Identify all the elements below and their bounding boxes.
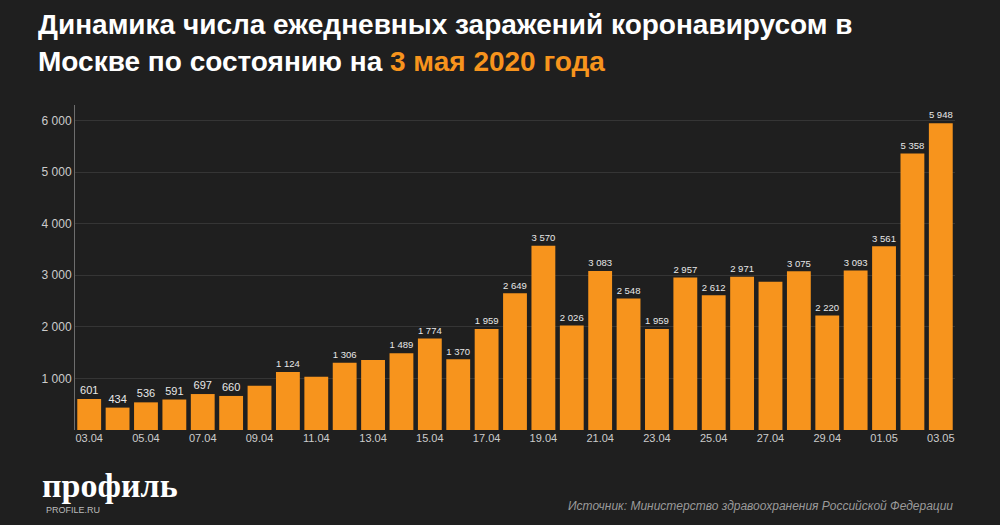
svg-text:Динамика числа ежедневных зара: Динамика числа ежедневных заражений коро… (38, 9, 852, 76)
svg-text:2 026: 2 026 (560, 312, 584, 323)
svg-text:2 000: 2 000 (42, 320, 72, 334)
svg-text:3 075: 3 075 (787, 258, 811, 269)
svg-text:1 000: 1 000 (42, 372, 72, 386)
svg-text:3 083: 3 083 (588, 257, 612, 268)
svg-text:15.04: 15.04 (416, 432, 444, 444)
svg-text:3 093: 3 093 (844, 257, 868, 268)
svg-text:660: 660 (222, 381, 240, 393)
svg-text:09.04: 09.04 (246, 432, 274, 444)
svg-text:1 959: 1 959 (475, 315, 499, 326)
svg-text:2 649: 2 649 (503, 280, 527, 291)
svg-text:13.04: 13.04 (359, 432, 387, 444)
svg-text:25.04: 25.04 (700, 432, 728, 444)
svg-text:5 358: 5 358 (901, 140, 925, 151)
svg-text:1 774: 1 774 (418, 325, 443, 336)
svg-text:5 000: 5 000 (42, 165, 72, 179)
svg-text:Источник: Министерство здравоо: Источник: Министерство здравоохранения Р… (568, 499, 953, 513)
svg-text:01.05: 01.05 (870, 432, 898, 444)
svg-text:5 948: 5 948 (929, 109, 953, 120)
svg-text:29.04: 29.04 (813, 432, 841, 444)
svg-text:2 957: 2 957 (673, 264, 697, 275)
svg-text:2 220: 2 220 (815, 302, 839, 313)
svg-text:23.04: 23.04 (643, 432, 671, 444)
svg-text:PROFILE.RU: PROFILE.RU (46, 505, 100, 515)
svg-text:2 971: 2 971 (730, 263, 754, 274)
svg-text:27.04: 27.04 (757, 432, 785, 444)
svg-text:3 570: 3 570 (531, 232, 555, 243)
svg-text:21.04: 21.04 (586, 432, 614, 444)
svg-text:434: 434 (108, 393, 126, 405)
svg-text:1 306: 1 306 (333, 349, 357, 360)
svg-text:601: 601 (80, 384, 98, 396)
svg-text:17.04: 17.04 (473, 432, 501, 444)
svg-text:05.04: 05.04 (132, 432, 160, 444)
svg-text:1 370: 1 370 (446, 346, 470, 357)
svg-text:1 124: 1 124 (276, 358, 301, 369)
svg-text:07.04: 07.04 (189, 432, 217, 444)
svg-text:6 000: 6 000 (42, 114, 72, 128)
svg-text:536: 536 (137, 387, 155, 399)
svg-text:4 000: 4 000 (42, 217, 72, 231)
svg-text:2 548: 2 548 (617, 285, 641, 296)
svg-text:2 612: 2 612 (702, 282, 726, 293)
svg-text:1 489: 1 489 (390, 339, 414, 350)
svg-text:3 561: 3 561 (872, 233, 896, 244)
svg-text:591: 591 (165, 385, 183, 397)
svg-text:3 000: 3 000 (42, 268, 72, 282)
svg-text:03.05: 03.05 (927, 432, 955, 444)
svg-text:697: 697 (194, 379, 212, 391)
svg-text:03.04: 03.04 (75, 432, 103, 444)
svg-text:1 959: 1 959 (645, 315, 669, 326)
svg-text:профиль: профиль (42, 467, 178, 504)
svg-text:19.04: 19.04 (530, 432, 558, 444)
svg-text:11.04: 11.04 (303, 432, 330, 444)
